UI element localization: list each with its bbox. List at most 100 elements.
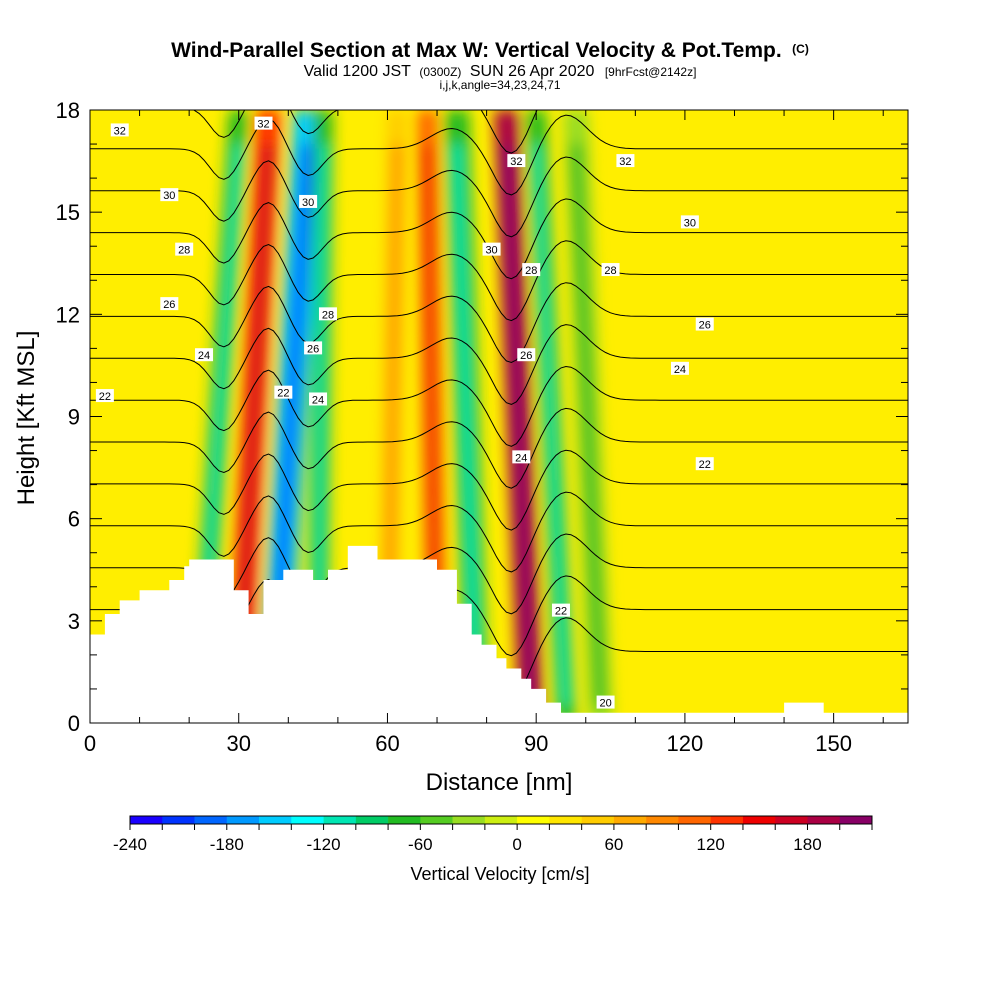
- isentrope-label-text: 24: [198, 350, 210, 362]
- isentrope-label-text: 30: [302, 197, 314, 209]
- vertical-velocity-core-2: [266, 144, 315, 706]
- colorbar-swatch: [259, 816, 292, 824]
- colorbar-tick-label: -60: [408, 835, 433, 854]
- y-tick-label: 0: [68, 711, 80, 736]
- isentrope-label-5: 30: [299, 194, 318, 209]
- isentrope-label-text: 26: [307, 343, 319, 355]
- isentrope-label-2: 32: [507, 154, 526, 168]
- colorbar-swatch: [581, 816, 615, 824]
- y-tick-label: 3: [68, 609, 80, 634]
- colorbar-swatch: [710, 816, 744, 824]
- isentrope-line-24: [90, 449, 908, 531]
- colorbar-tick-label: -240: [113, 835, 147, 854]
- plot-area: 32 32 32 32 30 30 30 30 28 28 28 28 26 26 26 26 24 24 24 24…: [90, 110, 908, 723]
- colorbar-swatch: [194, 816, 228, 824]
- isentrope-label-bg: [670, 361, 689, 375]
- isentrope-label-bg: [551, 603, 570, 617]
- y-tick-label: 12: [56, 302, 80, 327]
- y-tick-label: 15: [56, 200, 80, 225]
- isentrope-label-3: 32: [616, 154, 635, 168]
- colorbar-swatch: [162, 816, 195, 824]
- x-tick-label: 30: [226, 731, 250, 756]
- isentrope-line-31: [90, 156, 908, 238]
- colorbar: -240 -180 -120 -60 0 60 120 180: [113, 815, 873, 854]
- terrain-mask: [90, 545, 908, 723]
- isentrope-label-text: 30: [485, 245, 497, 257]
- x-axis-label: Distance [nm]: [426, 769, 573, 796]
- isentrope-label-19: 24: [670, 361, 689, 376]
- isentrope-label-4: 30: [160, 188, 179, 202]
- isentrope-label-text: 32: [510, 156, 522, 168]
- colorbar-swatch: [355, 816, 389, 824]
- isentrope-label-text: 26: [520, 350, 532, 362]
- colorbar-tick-label: -180: [210, 835, 244, 854]
- isentrope-label-text: 22: [99, 391, 111, 403]
- isentrope-label-8: 28: [175, 242, 194, 257]
- isentrope-label-text: 26: [699, 320, 711, 332]
- chart-title: Wind-Parallel Section at Max W: Vertical…: [171, 39, 809, 62]
- x-tick-label: 60: [375, 731, 399, 756]
- colorbar-swatch: [291, 816, 324, 824]
- chart-header: Wind-Parallel Section at Max W: Vertical…: [171, 39, 809, 92]
- colorbar-tick-label: 120: [697, 835, 725, 854]
- isentrope-label-text: 32: [114, 125, 126, 137]
- colorbar-tick-label: 60: [604, 835, 623, 854]
- x-tick-label: 0: [84, 731, 96, 756]
- vertical-velocity-core-8: [531, 144, 571, 706]
- y-axis-label: Height [Kft MSL]: [13, 331, 40, 506]
- isentrope-label-bg: [616, 154, 635, 168]
- colorbar-tick-label: -120: [307, 835, 341, 854]
- isentrope-label-bg: [522, 263, 541, 277]
- colorbar-swatch: [323, 816, 357, 824]
- isentrope-label-bg: [110, 123, 129, 137]
- colorbar-swatch: [775, 816, 808, 824]
- y-tick-label: 18: [56, 98, 80, 123]
- isentrope-label-text: 28: [178, 245, 190, 257]
- colorbar-frame: [129, 815, 873, 825]
- isentrope-line-32: [90, 114, 908, 196]
- isentrope-label-15: 26: [695, 317, 714, 332]
- isentrope-label-text: 24: [674, 364, 686, 376]
- isentrope-label-1: 32: [254, 116, 273, 131]
- isentrope-label-bg: [695, 457, 714, 471]
- colorbar-swatch: [549, 816, 582, 824]
- x-tick-label: 150: [815, 731, 852, 756]
- isentrope-label-bg: [507, 154, 526, 168]
- vertical-velocity-core-3: [313, 144, 328, 706]
- colorbar-swatch: [839, 816, 873, 824]
- chart-indices-line: i,j,k,angle=34,23,24,71: [439, 78, 560, 92]
- colorbar-swatch: [678, 816, 711, 824]
- isentrope-label-bg: [512, 450, 531, 464]
- colorbar-title: Vertical Velocity [cm/s]: [410, 864, 589, 884]
- vertical-velocity-core-6: [451, 144, 483, 706]
- vertical-velocity-field: [189, 110, 614, 723]
- isentrope-label-text: 28: [322, 309, 334, 321]
- isentrope-label-22: 22: [551, 603, 570, 618]
- y-tick-label: 9: [68, 405, 80, 430]
- isentrope-label-bg: [318, 307, 337, 321]
- isentrope-label-11: 28: [601, 263, 620, 277]
- isentrope-label-bg: [299, 194, 318, 208]
- isentrope-line-26: [90, 365, 908, 447]
- isentrope-label-13: 26: [304, 341, 323, 355]
- isentrope-label-bg: [195, 348, 214, 362]
- isentrope-line-29: [90, 240, 908, 322]
- isentrope-label-bg: [601, 263, 620, 277]
- isentrope-line-23: [90, 491, 908, 573]
- chart-subtitle: Valid 1200 JST (0300Z) SUN 26 Apr 2020 […: [304, 63, 697, 80]
- colorbar-tick-label: 0: [512, 835, 521, 854]
- isentrope-label-bg: [596, 695, 615, 709]
- isentrope-label-text: 26: [163, 299, 175, 311]
- isentrope-label-bg: [695, 317, 714, 331]
- isentrope-line-28: [90, 282, 908, 364]
- isentrope-label-text: 32: [257, 119, 269, 131]
- colorbar-swatch: [226, 816, 260, 824]
- y-tick-label: 6: [68, 507, 80, 532]
- isentrope-line-25: [90, 407, 908, 489]
- isentrope-labels: 32 32 32 32 30 30 30 30 28 28 28 28 26 26 26 26 24 24 24 24…: [95, 116, 714, 710]
- x-tick-label: 90: [524, 731, 548, 756]
- colorbar-swatch: [517, 816, 550, 824]
- vertical-velocity-core-1: [233, 144, 275, 706]
- isentrope-label-text: 20: [599, 698, 611, 710]
